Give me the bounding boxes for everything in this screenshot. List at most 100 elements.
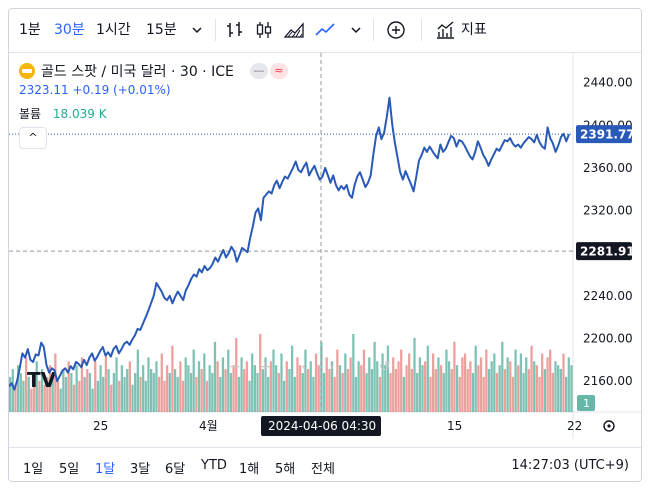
price-chart[interactable]: −+‹›↺TV2440.002400.002360.002320.002280.…	[9, 9, 642, 482]
volume-bar	[120, 365, 123, 412]
volume-bar	[562, 353, 565, 412]
volume-bar	[346, 369, 350, 412]
zoom-control-0[interactable]: −	[229, 359, 241, 375]
volume-bar	[522, 373, 525, 412]
settings-gear-icon[interactable]	[603, 420, 615, 432]
volume-bar	[22, 380, 25, 412]
interval-30m-button[interactable]: 30분	[54, 22, 85, 38]
interval-15m-button[interactable]: 15분	[146, 22, 177, 38]
interval-1m-button[interactable]: 1분	[19, 22, 41, 38]
area-chart-icon[interactable]	[283, 20, 305, 40]
range-6m-button[interactable]: 6달	[165, 462, 186, 477]
zoom-control-3[interactable]: ›	[329, 359, 335, 375]
symbol-title[interactable]: 골드 스팟 / 미국 달러 · 30 · ICE	[41, 64, 234, 80]
collapse-legend-button[interactable]: ^	[19, 127, 47, 149]
volume-bar	[259, 334, 262, 412]
volume-bar	[136, 349, 139, 412]
volume-bar	[216, 361, 219, 412]
volume-bar	[498, 365, 501, 412]
volume-bar	[88, 373, 92, 412]
volume-bar	[405, 365, 408, 412]
volume-bar	[235, 337, 238, 412]
volume-scale-label: 1	[583, 397, 590, 410]
volume-bar	[570, 365, 573, 412]
volume-bar	[227, 349, 230, 412]
candlestick-icon[interactable]	[253, 20, 275, 40]
volume-bar	[301, 373, 304, 412]
volume-bar	[152, 373, 155, 412]
range-5d-button[interactable]: 5일	[59, 462, 80, 477]
volume-bar	[360, 365, 363, 412]
volume-bar	[344, 353, 347, 412]
volume-bar	[35, 361, 38, 412]
volume-bar	[429, 376, 432, 412]
volume-bar	[256, 373, 259, 412]
range-5y-button[interactable]: 5해	[275, 462, 296, 477]
zoom-control-4[interactable]: ↺	[379, 359, 391, 375]
volume-bar	[514, 349, 517, 412]
volume-bar	[384, 365, 387, 412]
volume-bar	[14, 384, 17, 412]
volume-bar	[354, 376, 358, 412]
volume-bar	[94, 361, 97, 412]
range-1y-button[interactable]: 1해	[239, 462, 260, 477]
range-1m-button[interactable]: 1달	[95, 462, 116, 477]
volume-bar	[115, 357, 118, 412]
range-1d-button[interactable]: 1일	[23, 462, 44, 477]
volume-bar	[517, 365, 520, 412]
volume-bar	[296, 357, 299, 412]
volume-bar	[490, 361, 493, 412]
indicators-button[interactable]: 지표	[461, 22, 487, 38]
volume-bar	[251, 353, 254, 412]
volume-bar	[541, 353, 544, 412]
volume-bar	[424, 361, 427, 412]
zoom-control-1[interactable]: +	[259, 359, 271, 375]
plus-circle-icon[interactable]	[385, 20, 407, 40]
volume-bar	[70, 373, 73, 412]
range-all-button[interactable]: 전체	[311, 462, 335, 477]
indicators-icon[interactable]	[434, 20, 456, 40]
volume-bar	[362, 349, 366, 412]
volume-bar	[163, 380, 166, 412]
range-3m-button[interactable]: 3달	[130, 462, 151, 477]
volume-bar	[549, 349, 552, 412]
clock-timezone[interactable]: 14:27:03 (UTC+9)	[511, 458, 629, 473]
volume-bar	[243, 369, 246, 412]
volume-bar	[293, 376, 296, 412]
volume-value: 18.039 K	[52, 107, 107, 121]
volume-scale-tag	[577, 395, 595, 411]
volume-bar	[11, 369, 14, 412]
volume-bar	[527, 369, 531, 412]
y-tick-label: 2160.00	[583, 374, 633, 388]
volume-bar	[567, 357, 570, 412]
symbol-legend: 골드 스팟 / 미국 달러 · 30 · ICE — ≈	[19, 61, 288, 81]
volume-bar	[450, 369, 453, 412]
volume-bar	[142, 365, 145, 412]
volume-bar	[229, 373, 233, 412]
volume-bar	[150, 369, 153, 412]
volume-bar	[78, 380, 81, 412]
interval-1h-button[interactable]: 1시간	[96, 22, 131, 38]
range-ytd-button[interactable]: YTD	[201, 458, 227, 473]
zoom-control-2[interactable]: ‹	[301, 359, 307, 375]
volume-bar	[30, 388, 33, 412]
volume-bar	[434, 369, 437, 412]
bar-chart-icon[interactable]	[224, 20, 246, 40]
volume-bar	[126, 369, 129, 412]
volume-bar	[306, 369, 310, 412]
volume-bar	[157, 376, 161, 412]
volume-bar	[102, 376, 105, 412]
chevron-down-icon[interactable]	[345, 20, 367, 40]
volume-bar	[134, 373, 137, 412]
volume-bar	[224, 369, 227, 412]
volume-bar	[442, 373, 445, 412]
volume-bar	[509, 361, 512, 412]
volume-bar	[530, 345, 533, 412]
line-chart-icon[interactable]	[314, 20, 336, 40]
volume-bar	[386, 345, 390, 412]
volume-bar	[328, 369, 331, 412]
volume-bar	[469, 361, 472, 412]
volume-bar	[128, 361, 131, 412]
status-pill[interactable]: — ≈	[249, 63, 288, 79]
chevron-down-icon[interactable]	[186, 20, 208, 40]
